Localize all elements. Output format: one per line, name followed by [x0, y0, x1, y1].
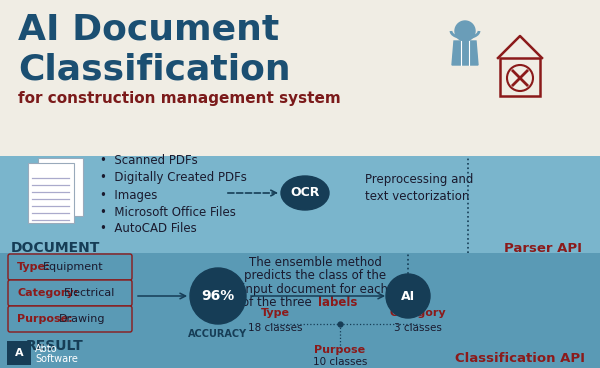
FancyBboxPatch shape: [38, 158, 83, 216]
Text: AI Document: AI Document: [18, 12, 279, 46]
Circle shape: [455, 21, 475, 41]
FancyBboxPatch shape: [7, 341, 31, 365]
Text: Software: Software: [35, 354, 78, 364]
FancyBboxPatch shape: [28, 163, 74, 223]
Text: Purpose:: Purpose:: [17, 314, 73, 324]
FancyBboxPatch shape: [0, 0, 600, 156]
Text: •  AutoCAD Files: • AutoCAD Files: [100, 223, 197, 236]
Text: Abto: Abto: [35, 344, 58, 354]
Text: input document for each: input document for each: [242, 283, 388, 296]
Text: 96%: 96%: [202, 289, 235, 303]
Text: Classification API: Classification API: [455, 351, 585, 364]
Text: OCR: OCR: [290, 187, 320, 199]
Text: Category:: Category:: [17, 288, 78, 298]
Text: 10 classes: 10 classes: [313, 357, 367, 367]
Circle shape: [190, 268, 246, 324]
Text: •  Microsoft Office Files: • Microsoft Office Files: [100, 205, 236, 219]
FancyBboxPatch shape: [8, 306, 132, 332]
Circle shape: [386, 274, 430, 318]
Text: Drawing: Drawing: [59, 314, 105, 324]
Text: RESULT: RESULT: [26, 339, 84, 353]
Text: Type: Type: [260, 308, 290, 318]
Text: Category: Category: [389, 308, 446, 318]
Text: The ensemble method: The ensemble method: [248, 256, 382, 269]
Text: Electrical: Electrical: [64, 288, 115, 298]
Text: ACCURACY: ACCURACY: [188, 329, 248, 339]
Text: •  Digitally Created PDFs: • Digitally Created PDFs: [100, 171, 247, 184]
Text: Parser API: Parser API: [504, 241, 582, 255]
Polygon shape: [452, 41, 478, 65]
Text: Type:: Type:: [17, 262, 50, 272]
Text: A: A: [14, 348, 23, 358]
Text: Purpose: Purpose: [314, 345, 365, 355]
Text: 18 classes: 18 classes: [248, 323, 302, 333]
Text: Classification: Classification: [18, 52, 290, 86]
Text: •  Scanned PDFs: • Scanned PDFs: [100, 155, 198, 167]
Text: AI: AI: [401, 290, 415, 302]
FancyBboxPatch shape: [8, 280, 132, 306]
Text: of the three: of the three: [241, 296, 315, 308]
Text: labels: labels: [318, 296, 358, 308]
FancyBboxPatch shape: [0, 253, 600, 368]
Text: DOCUMENT: DOCUMENT: [10, 241, 100, 255]
Text: Preprocessing and
text vectorization: Preprocessing and text vectorization: [365, 173, 473, 204]
Text: predicts the class of the: predicts the class of the: [244, 269, 386, 283]
Text: •  Images: • Images: [100, 188, 157, 202]
FancyBboxPatch shape: [8, 254, 132, 280]
Ellipse shape: [281, 176, 329, 210]
Text: Equipment: Equipment: [43, 262, 104, 272]
Text: 3 classes: 3 classes: [394, 323, 442, 333]
Text: for construction management system: for construction management system: [18, 91, 341, 106]
FancyBboxPatch shape: [0, 156, 600, 253]
